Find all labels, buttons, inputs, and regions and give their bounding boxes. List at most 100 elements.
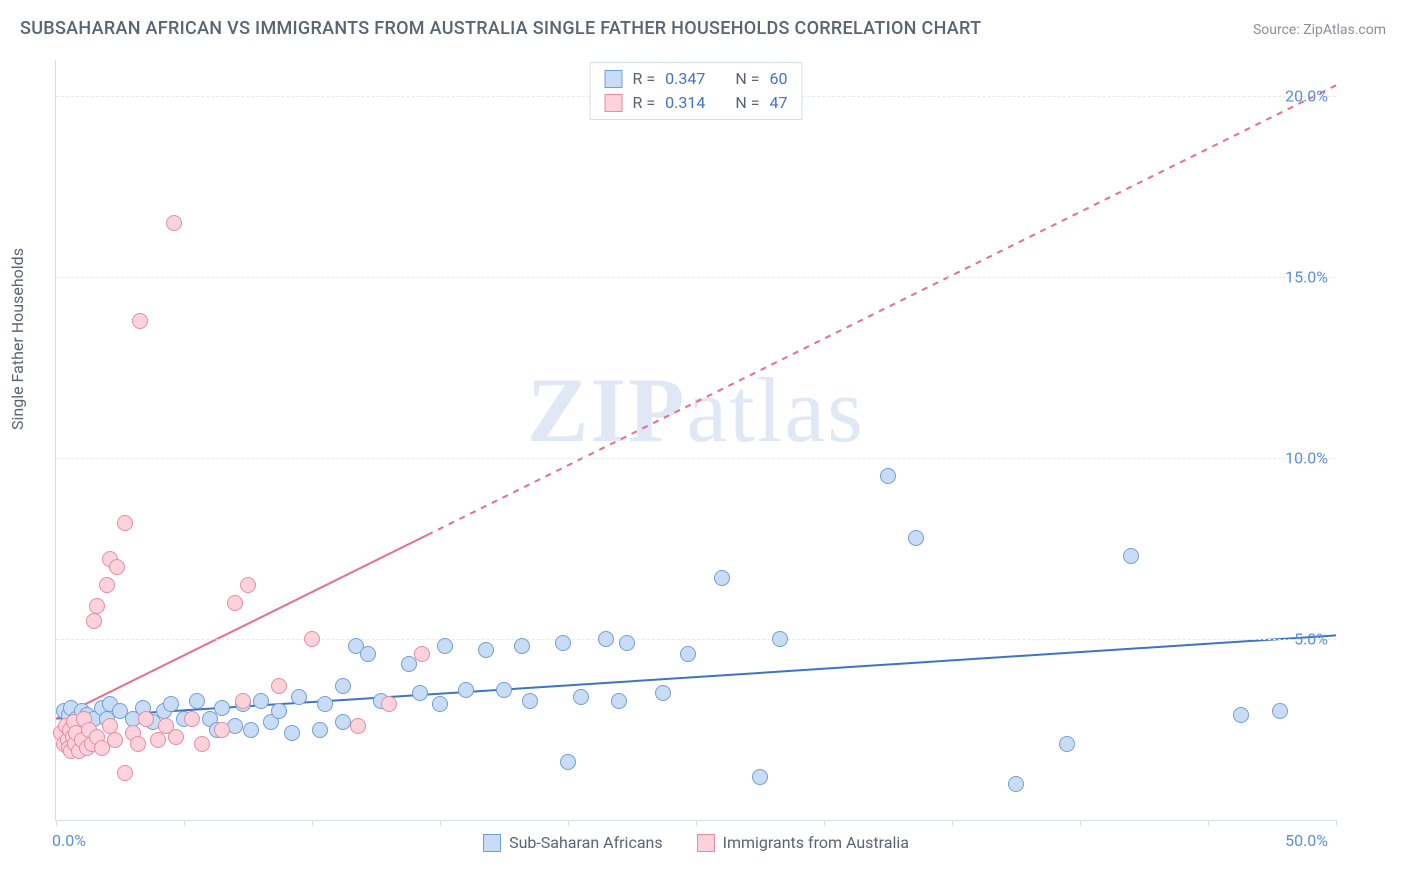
y-tick-label: 5.0%: [1294, 630, 1328, 649]
legend-label-a: Sub-Saharan Africans: [509, 833, 663, 852]
data-point: [496, 682, 512, 698]
x-tick: [56, 820, 57, 826]
legend-item-a: Sub-Saharan Africans: [483, 833, 663, 852]
legend-n-label: N =: [735, 91, 759, 115]
data-point: [227, 595, 243, 611]
data-point: [772, 631, 788, 647]
legend-n-label: N =: [735, 67, 759, 91]
data-point: [291, 689, 307, 705]
data-point: [86, 613, 102, 629]
legend-item-b: Immigrants from Australia: [697, 833, 909, 852]
x-tick: [568, 820, 569, 826]
data-point: [189, 693, 205, 709]
data-point: [99, 577, 115, 593]
data-point: [401, 656, 417, 672]
legend-row: R = 0.347 N = 60: [605, 67, 788, 91]
data-point: [611, 693, 627, 709]
watermark-zip: ZIP: [527, 359, 686, 461]
data-point: [437, 638, 453, 654]
x-tick: [1080, 820, 1081, 826]
data-point: [304, 631, 320, 647]
watermark: ZIPatlas: [527, 357, 865, 463]
data-point: [1123, 548, 1139, 564]
data-point: [214, 722, 230, 738]
x-tick: [1208, 820, 1209, 826]
data-point: [381, 696, 397, 712]
data-point: [714, 570, 730, 586]
data-point: [1059, 736, 1075, 752]
data-point: [335, 678, 351, 694]
data-point: [243, 722, 259, 738]
swatch-series-b: [605, 94, 623, 112]
data-point: [214, 700, 230, 716]
data-point: [414, 646, 430, 662]
legend-r-label: R =: [633, 67, 656, 91]
swatch-series-a: [483, 834, 501, 852]
data-point: [312, 722, 328, 738]
data-point: [619, 635, 635, 651]
data-point: [412, 685, 428, 701]
data-point: [1272, 703, 1288, 719]
data-point: [163, 696, 179, 712]
legend-n-value-a: 60: [769, 67, 787, 91]
source-attribution: Source: ZipAtlas.com: [1253, 22, 1386, 38]
plot-area: ZIPatlas R = 0.347 N = 60 R = 0.314 N = …: [55, 60, 1336, 821]
legend-n-value-b: 47: [769, 91, 787, 115]
y-tick-label: 20.0%: [1285, 87, 1328, 106]
data-point: [522, 693, 538, 709]
data-point: [908, 530, 924, 546]
data-point: [350, 718, 366, 734]
x-tick: [952, 820, 953, 826]
data-point: [573, 689, 589, 705]
data-point: [253, 693, 269, 709]
data-point: [166, 215, 182, 231]
data-point: [560, 754, 576, 770]
data-point: [1008, 776, 1024, 792]
x-tick: [824, 820, 825, 826]
data-point: [271, 703, 287, 719]
data-point: [194, 736, 210, 752]
data-point: [240, 577, 256, 593]
watermark-atlas: atlas: [686, 359, 865, 461]
legend-r-label: R =: [633, 91, 656, 115]
legend-label-b: Immigrants from Australia: [723, 833, 909, 852]
data-point: [680, 646, 696, 662]
gridline: [56, 639, 1336, 640]
data-point: [117, 765, 133, 781]
data-point: [117, 515, 133, 531]
data-point: [478, 642, 494, 658]
data-point: [752, 769, 768, 785]
data-point: [514, 638, 530, 654]
x-tick: [1336, 820, 1337, 826]
data-point: [360, 646, 376, 662]
data-point: [317, 696, 333, 712]
correlation-legend: R = 0.347 N = 60 R = 0.314 N = 47: [590, 62, 803, 120]
chart-title: SUBSAHARAN AFRICAN VS IMMIGRANTS FROM AU…: [20, 18, 981, 39]
y-tick-label: 15.0%: [1285, 268, 1328, 287]
data-point: [132, 313, 148, 329]
data-point: [271, 678, 287, 694]
data-point: [138, 711, 154, 727]
data-point: [598, 631, 614, 647]
data-point: [168, 729, 184, 745]
data-point: [130, 736, 146, 752]
data-point: [184, 711, 200, 727]
data-point: [109, 559, 125, 575]
data-point: [458, 682, 474, 698]
data-point: [284, 725, 300, 741]
x-tick: [696, 820, 697, 826]
data-point: [107, 732, 123, 748]
data-point: [880, 468, 896, 484]
x-tick: [184, 820, 185, 826]
data-point: [89, 598, 105, 614]
data-point: [655, 685, 671, 701]
legend-row: R = 0.314 N = 47: [605, 91, 788, 115]
swatch-series-a: [605, 70, 623, 88]
data-point: [235, 693, 251, 709]
legend-r-value-b: 0.314: [665, 91, 705, 115]
gridline: [56, 458, 1336, 459]
x-tick: [312, 820, 313, 826]
y-axis-label: Single Father Households: [8, 248, 27, 430]
y-tick-label: 10.0%: [1285, 449, 1328, 468]
data-point: [555, 635, 571, 651]
